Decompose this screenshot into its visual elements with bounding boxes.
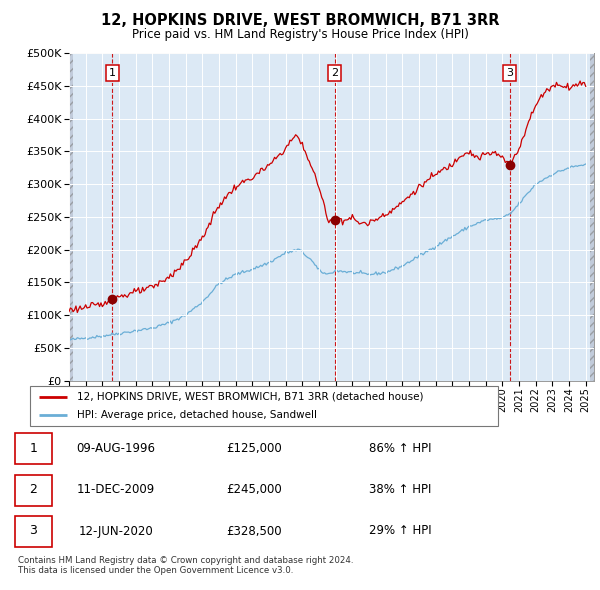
Text: £125,000: £125,000 [226, 442, 282, 455]
Text: 3: 3 [506, 68, 513, 78]
FancyBboxPatch shape [15, 474, 52, 506]
Text: 1: 1 [29, 442, 37, 455]
Bar [69, 53, 73, 381]
FancyBboxPatch shape [30, 386, 498, 426]
Text: 3: 3 [29, 525, 37, 537]
Bar [590, 53, 594, 381]
Text: 29% ↑ HPI: 29% ↑ HPI [369, 525, 432, 537]
Text: 12, HOPKINS DRIVE, WEST BROMWICH, B71 3RR (detached house): 12, HOPKINS DRIVE, WEST BROMWICH, B71 3R… [77, 392, 424, 402]
Text: 2: 2 [331, 68, 338, 78]
Text: 2: 2 [29, 483, 37, 496]
Text: 12-JUN-2020: 12-JUN-2020 [79, 525, 153, 537]
Text: 1: 1 [109, 68, 116, 78]
Text: 11-DEC-2009: 11-DEC-2009 [77, 483, 155, 496]
Text: £328,500: £328,500 [226, 525, 282, 537]
Text: 38% ↑ HPI: 38% ↑ HPI [369, 483, 431, 496]
Text: 09-AUG-1996: 09-AUG-1996 [76, 442, 155, 455]
Text: Price paid vs. HM Land Registry's House Price Index (HPI): Price paid vs. HM Land Registry's House … [131, 28, 469, 41]
FancyBboxPatch shape [15, 516, 52, 547]
Text: HPI: Average price, detached house, Sandwell: HPI: Average price, detached house, Sand… [77, 410, 317, 420]
FancyBboxPatch shape [15, 433, 52, 464]
Text: Contains HM Land Registry data © Crown copyright and database right 2024.
This d: Contains HM Land Registry data © Crown c… [18, 556, 353, 575]
Text: 12, HOPKINS DRIVE, WEST BROMWICH, B71 3RR: 12, HOPKINS DRIVE, WEST BROMWICH, B71 3R… [101, 13, 499, 28]
Text: £245,000: £245,000 [226, 483, 282, 496]
Text: 86% ↑ HPI: 86% ↑ HPI [369, 442, 431, 455]
